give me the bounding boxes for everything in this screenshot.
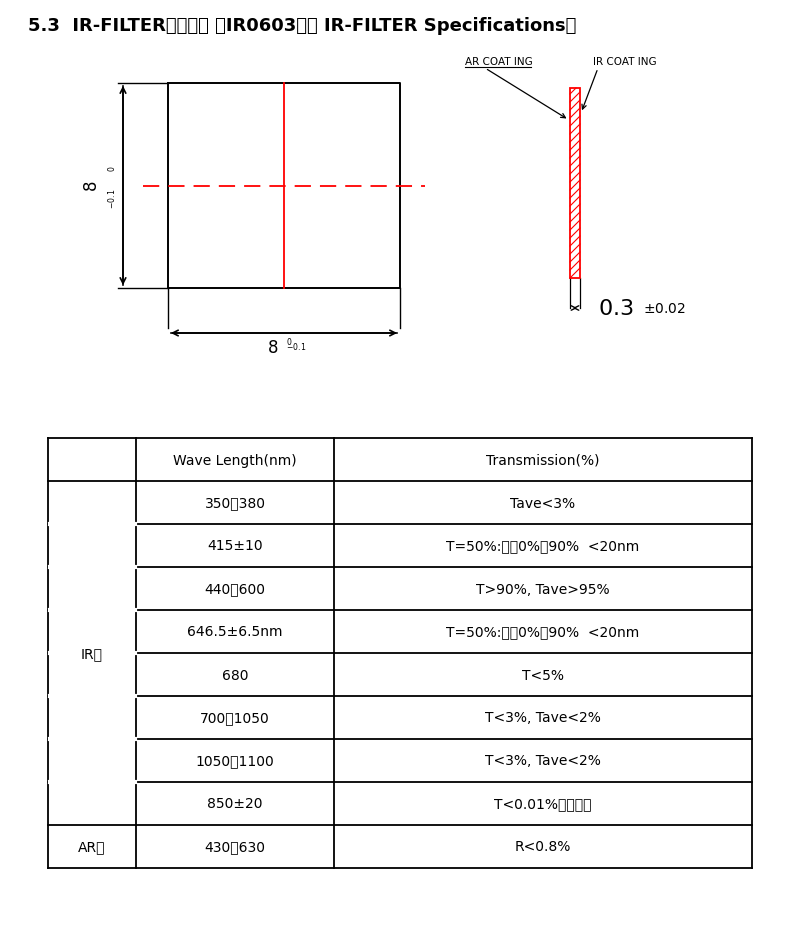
Text: $8$: $8$ <box>267 339 278 356</box>
Text: T>90%, Tave>95%: T>90%, Tave>95% <box>476 582 610 596</box>
Text: IR COAT ING: IR COAT ING <box>593 57 657 67</box>
Text: $0.3$: $0.3$ <box>598 299 634 318</box>
Text: 850±20: 850±20 <box>207 796 263 811</box>
Text: T=50%:斜獱0%～90%  <20nm: T=50%:斜獱0%～90% <20nm <box>447 539 640 553</box>
Text: $^0$: $^0$ <box>108 165 118 172</box>
Text: 646.5±6.5nm: 646.5±6.5nm <box>187 625 283 638</box>
Text: 5.3  IR-FILTER规格参数 （IR0603）（ IR-FILTER Specifications）: 5.3 IR-FILTER规格参数 （IR0603）（ IR-FILTER Sp… <box>28 17 576 35</box>
Text: R<0.8%: R<0.8% <box>515 840 571 854</box>
Text: $_{-0.1}$: $_{-0.1}$ <box>107 188 119 209</box>
Text: AR面: AR面 <box>78 840 105 854</box>
Text: Transmission(%): Transmission(%) <box>487 453 600 467</box>
Text: Tave<3%: Tave<3% <box>511 496 575 510</box>
Text: T<5%: T<5% <box>522 668 564 682</box>
Text: T<0.01%重点保证: T<0.01%重点保证 <box>495 796 592 811</box>
Text: 350～380: 350～380 <box>205 496 265 510</box>
Text: 430～630: 430～630 <box>205 840 265 854</box>
Text: 680: 680 <box>222 668 248 682</box>
Text: 440～600: 440～600 <box>205 582 265 596</box>
Text: $\pm0.02$: $\pm0.02$ <box>643 302 686 316</box>
Text: Wave Length(nm): Wave Length(nm) <box>173 453 296 467</box>
Text: T<3%, Tave<2%: T<3%, Tave<2% <box>485 711 601 725</box>
Bar <box>570 89 580 278</box>
Text: 415±10: 415±10 <box>207 539 263 553</box>
Text: 700～1050: 700～1050 <box>200 711 270 725</box>
Text: T<3%, Tave<2%: T<3%, Tave<2% <box>485 754 601 767</box>
Text: 1050～1100: 1050～1100 <box>196 754 274 767</box>
Text: AR COAT ING: AR COAT ING <box>465 57 533 67</box>
Text: $8$: $8$ <box>83 181 101 192</box>
Text: $^0$: $^0$ <box>286 338 292 348</box>
Text: T=50%:斜獱0%～90%  <20nm: T=50%:斜獱0%～90% <20nm <box>447 625 640 638</box>
Text: IR面: IR面 <box>81 646 103 661</box>
Text: $_{-0.1}$: $_{-0.1}$ <box>286 342 306 354</box>
